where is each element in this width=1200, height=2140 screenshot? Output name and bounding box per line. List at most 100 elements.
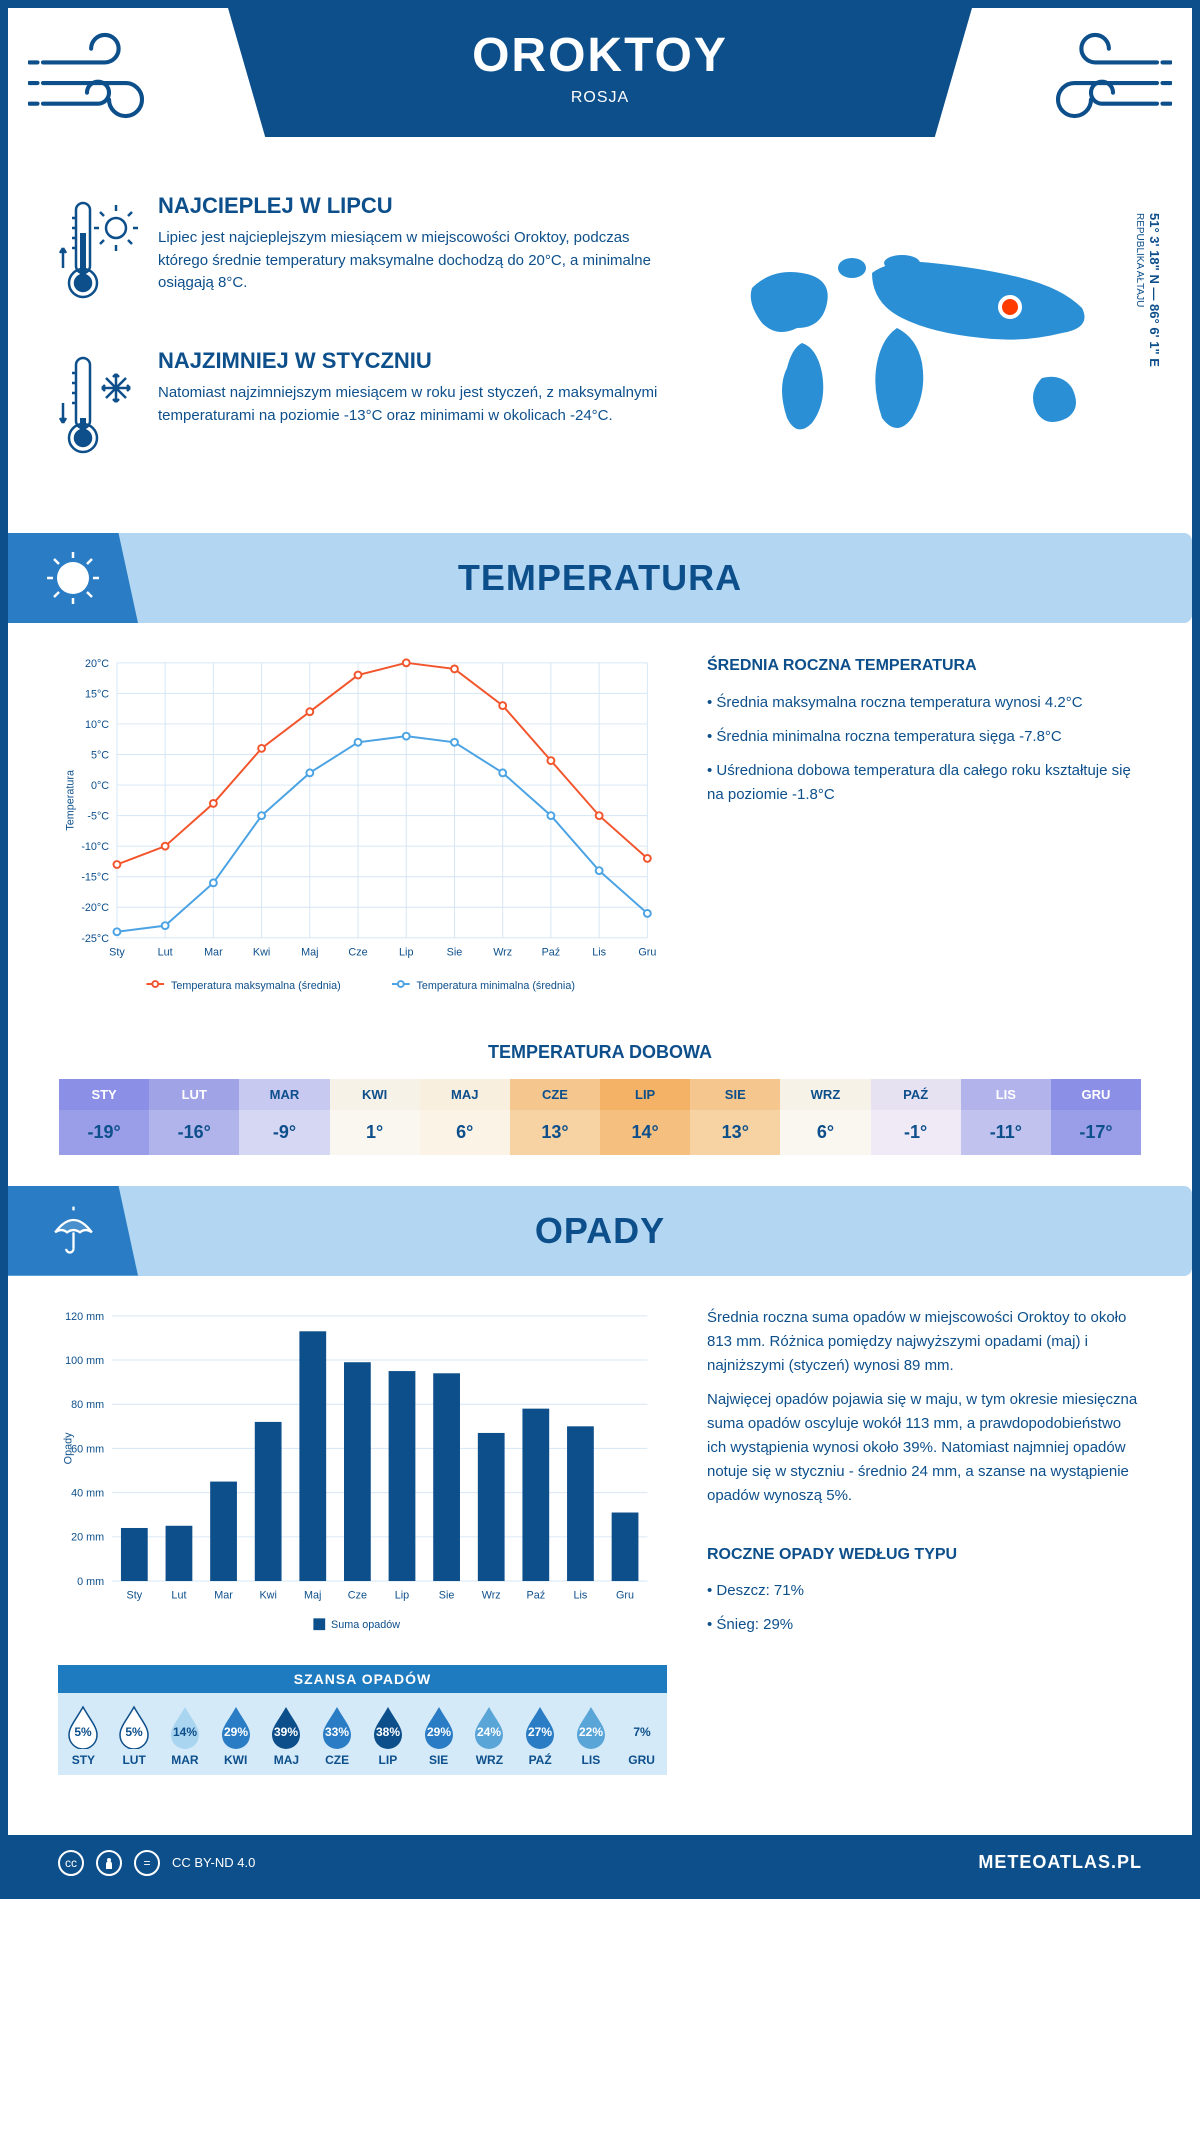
chance-cell: 29% KWI bbox=[210, 1705, 261, 1767]
svg-text:Sie: Sie bbox=[439, 1589, 455, 1601]
svg-text:Lip: Lip bbox=[399, 947, 413, 959]
svg-text:24%: 24% bbox=[477, 1725, 501, 1739]
temp-summary-p3: • Uśredniona dobowa temperatura dla całe… bbox=[707, 759, 1142, 807]
chance-cell: 7% GRU bbox=[616, 1705, 667, 1767]
svg-text:Temperatura maksymalna (średni: Temperatura maksymalna (średnia) bbox=[171, 980, 341, 992]
chance-cell: 29% SIE bbox=[413, 1705, 464, 1767]
svg-text:20°C: 20°C bbox=[85, 658, 109, 670]
svg-text:Lip: Lip bbox=[395, 1589, 409, 1601]
svg-text:-20°C: -20°C bbox=[81, 902, 109, 914]
svg-text:Lut: Lut bbox=[171, 1589, 186, 1601]
svg-text:Mar: Mar bbox=[204, 947, 223, 959]
header-banner: OROKTOY ROSJA bbox=[228, 8, 972, 137]
svg-text:-25°C: -25°C bbox=[81, 933, 109, 945]
thermometer-snow-icon bbox=[58, 348, 138, 473]
svg-text:Temperatura: Temperatura bbox=[65, 770, 77, 831]
opady-chart-row: 0 mm 20 mm 40 mm 60 mm 80 mm 100 mm 120 mm Sty L… bbox=[58, 1306, 1142, 1775]
opady-type-p1: • Deszcz: 71% bbox=[707, 1579, 1142, 1603]
svg-text:Cze: Cze bbox=[348, 947, 367, 959]
svg-text:-15°C: -15°C bbox=[81, 872, 109, 884]
svg-text:Kwi: Kwi bbox=[259, 1589, 276, 1601]
svg-text:60 mm: 60 mm bbox=[71, 1443, 104, 1455]
svg-text:Lis: Lis bbox=[574, 1589, 588, 1601]
fact-warm-text: NAJCIEPLEJ W LIPCU Lipiec jest najcieple… bbox=[158, 193, 682, 318]
svg-text:Opady: Opady bbox=[63, 1432, 75, 1464]
svg-text:14%: 14% bbox=[173, 1725, 197, 1739]
intro-row: NAJCIEPLEJ W LIPCU Lipiec jest najcieple… bbox=[58, 193, 1142, 503]
map-column: 51° 3' 18" N — 86° 6' 1" E REPUBLIKA AŁT… bbox=[722, 193, 1142, 503]
svg-text:Wrz: Wrz bbox=[493, 947, 512, 959]
svg-text:5%: 5% bbox=[75, 1725, 93, 1739]
svg-text:Mar: Mar bbox=[214, 1589, 233, 1601]
svg-text:Sty: Sty bbox=[127, 1589, 143, 1601]
by-icon bbox=[96, 1850, 122, 1876]
chance-cell: 33% CZE bbox=[312, 1705, 363, 1767]
svg-text:Paź: Paź bbox=[542, 947, 561, 959]
svg-text:80 mm: 80 mm bbox=[71, 1399, 104, 1411]
temp-summary-p1: • Średnia maksymalna roczna temperatura … bbox=[707, 691, 1142, 715]
month-cell: MAJ 6° bbox=[420, 1079, 510, 1155]
temp-summary: ŚREDNIA ROCZNA TEMPERATURA • Średnia mak… bbox=[707, 653, 1142, 1012]
precipitation-chance: SZANSA OPADÓW 5% STY 5% LUT bbox=[58, 1665, 667, 1775]
temp-daily-table: STY -19° LUT -16° MAR -9° KWI 1° MAJ 6° … bbox=[58, 1078, 1142, 1156]
footer: cc = CC BY-ND 4.0 METEOATLAS.PL bbox=[8, 1835, 1192, 1891]
opady-summary: Średnia roczna suma opadów w miejscowośc… bbox=[707, 1306, 1142, 1775]
svg-text:Suma opadów: Suma opadów bbox=[331, 1619, 400, 1631]
temp-daily-title: TEMPERATURA DOBOWA bbox=[58, 1042, 1142, 1063]
site-name: METEOATLAS.PL bbox=[978, 1852, 1142, 1873]
svg-text:15°C: 15°C bbox=[85, 688, 109, 700]
opady-p1: Średnia roczna suma opadów w miejscowośc… bbox=[707, 1306, 1142, 1378]
svg-text:29%: 29% bbox=[427, 1725, 451, 1739]
svg-text:10°C: 10°C bbox=[85, 719, 109, 731]
month-cell: LIP 14° bbox=[600, 1079, 690, 1155]
chance-cell: 27% PAŹ bbox=[515, 1705, 566, 1767]
svg-text:5°C: 5°C bbox=[91, 749, 109, 761]
nd-icon: = bbox=[134, 1850, 160, 1876]
svg-text:20 mm: 20 mm bbox=[71, 1531, 104, 1543]
license-text: CC BY-ND 4.0 bbox=[172, 1855, 255, 1870]
fact-cold-text: NAJZIMNIEJ W STYCZNIU Natomiast najzimni… bbox=[158, 348, 682, 473]
opady-type-p2: • Śnieg: 29% bbox=[707, 1613, 1142, 1637]
chance-cell: 38% LIP bbox=[363, 1705, 414, 1767]
svg-text:100 mm: 100 mm bbox=[65, 1355, 104, 1367]
svg-text:Gru: Gru bbox=[616, 1589, 634, 1601]
svg-text:Lis: Lis bbox=[592, 947, 606, 959]
precipitation-bar-chart: 0 mm 20 mm 40 mm 60 mm 80 mm 100 mm 120 mm Sty L… bbox=[58, 1306, 667, 1775]
footer-license: cc = CC BY-ND 4.0 bbox=[58, 1850, 255, 1876]
chance-title: SZANSA OPADÓW bbox=[58, 1665, 667, 1693]
opady-type-heading: ROCZNE OPADY WEDŁUG TYPU bbox=[707, 1542, 1142, 1568]
svg-text:22%: 22% bbox=[579, 1725, 603, 1739]
month-cell: LIS -11° bbox=[961, 1079, 1051, 1155]
sun-icon bbox=[8, 533, 138, 623]
section-title-temp: TEMPERATURA bbox=[138, 557, 1192, 599]
svg-text:40 mm: 40 mm bbox=[71, 1487, 104, 1499]
chance-cell: 14% MAR bbox=[160, 1705, 211, 1767]
month-cell: GRU -17° bbox=[1051, 1079, 1141, 1155]
coords-region: REPUBLIKA AŁTAJU bbox=[1134, 213, 1145, 307]
svg-text:7%: 7% bbox=[633, 1725, 651, 1739]
section-title-opady: OPADY bbox=[138, 1210, 1192, 1252]
svg-text:0°C: 0°C bbox=[91, 780, 109, 792]
svg-text:120 mm: 120 mm bbox=[65, 1310, 104, 1322]
month-cell: SIE 13° bbox=[690, 1079, 780, 1155]
world-map bbox=[722, 228, 1122, 468]
month-cell: LUT -16° bbox=[149, 1079, 239, 1155]
svg-text:39%: 39% bbox=[274, 1725, 298, 1739]
svg-text:Gru: Gru bbox=[638, 947, 656, 959]
temp-chart-row: -25°C-20°C-15°C-10°C-5°C0°C5°C10°C15°C20… bbox=[58, 653, 1142, 1012]
month-cell: MAR -9° bbox=[239, 1079, 329, 1155]
content: NAJCIEPLEJ W LIPCU Lipiec jest najcieple… bbox=[8, 163, 1192, 1835]
svg-text:Lut: Lut bbox=[158, 947, 173, 959]
chance-cell: 5% LUT bbox=[109, 1705, 160, 1767]
infographic-container: OROKTOY ROSJA bbox=[0, 0, 1200, 1899]
svg-text:Maj: Maj bbox=[301, 947, 318, 959]
location-marker bbox=[1000, 297, 1020, 317]
opady-p2: Najwięcej opadów pojawia się w maju, w t… bbox=[707, 1388, 1142, 1508]
facts-column: NAJCIEPLEJ W LIPCU Lipiec jest najcieple… bbox=[58, 193, 682, 503]
coordinates: 51° 3' 18" N — 86° 6' 1" E REPUBLIKA AŁT… bbox=[1132, 213, 1162, 367]
svg-text:Maj: Maj bbox=[304, 1589, 321, 1601]
chance-cell: 39% MAJ bbox=[261, 1705, 312, 1767]
svg-text:0 mm: 0 mm bbox=[77, 1576, 104, 1588]
month-cell: WRZ 6° bbox=[780, 1079, 870, 1155]
svg-text:38%: 38% bbox=[376, 1725, 400, 1739]
